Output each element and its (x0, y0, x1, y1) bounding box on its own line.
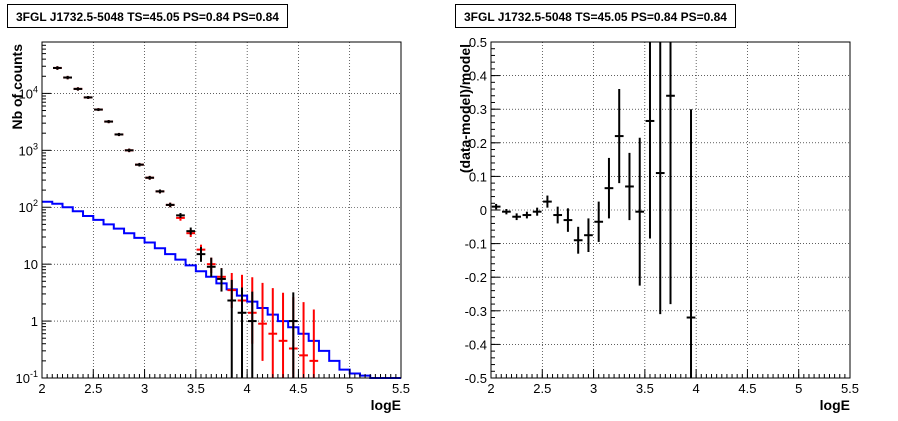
x-tick-label: 3.5 (636, 381, 654, 396)
y-tick-label: 10 (24, 257, 38, 272)
right-chart-title: 3FGL J1732.5-5048 TS=45.05 PS=0.84 PS=0.… (455, 4, 736, 28)
left-grid (42, 42, 401, 378)
x-tick-label: 4 (244, 381, 251, 396)
y-tick-label: -0.3 (465, 304, 487, 319)
y-tick-label: 0.3 (469, 102, 487, 117)
left-y-axis-label: Nb of counts (9, 44, 25, 130)
x-tick-label: 5 (795, 381, 802, 396)
y-tick-label: 0.2 (469, 136, 487, 151)
y-tick-label: 0 (480, 203, 487, 218)
left-chart-title: 3FGL J1732.5-5048 TS=45.05 PS=0.84 PS=0.… (7, 4, 288, 28)
right-chart-panel: 2 2.5 3 3.5 4 4.5 5 5.5 -0.5 -0.4 -0.3 -0.2 -0.1 0 0.1… (457, 35, 859, 413)
y-tick-label: 103 (19, 141, 38, 158)
x-tick-label: 4.5 (289, 381, 307, 396)
y-tick-label: -0.5 (465, 371, 487, 386)
x-tick-label: 4.5 (738, 381, 756, 396)
model-step-line (42, 200, 401, 379)
x-tick-label: 5 (346, 381, 353, 396)
x-tick-label: 2 (38, 381, 45, 396)
y-tick-label: 0.5 (469, 35, 487, 50)
left-ticks: 2 2.5 3 3.5 4 4.5 5 5.5 10-1 1 10 102 103 104 (16, 41, 410, 396)
y-tick-label: -0.1 (465, 237, 487, 252)
y-tick-label: 10-1 (16, 369, 38, 386)
x-tick-label: 3 (141, 381, 148, 396)
y-tick-label: -0.4 (465, 337, 487, 352)
x-tick-label: 4 (693, 381, 700, 396)
right-data (491, 42, 696, 378)
right-grid (491, 42, 850, 378)
y-tick-label: -0.2 (465, 270, 487, 285)
y-tick-label: 102 (19, 198, 38, 215)
left-chart-panel: 2 2.5 3 3.5 4 4.5 5 5.5 10-1 1 10 102 103 104 logE Nb… (9, 41, 410, 413)
y-tick-label: 0.4 (469, 69, 487, 84)
x-tick-label: 5.5 (841, 381, 859, 396)
x-tick-label: 2.5 (533, 381, 551, 396)
y-tick-label: 104 (19, 84, 38, 101)
left-data (42, 66, 401, 379)
x-tick-label: 3.5 (187, 381, 205, 396)
right-ticks: 2 2.5 3 3.5 4 4.5 5 5.5 -0.5 -0.4 -0.3 -0.2 -0.1 0 0.1… (465, 35, 859, 396)
right-y-axis-label: (data-model)/model (457, 44, 473, 173)
right-x-axis-label: logE (820, 397, 850, 413)
left-x-axis-label: logE (371, 397, 401, 413)
x-tick-label: 3 (590, 381, 597, 396)
y-tick-label: 1 (31, 314, 38, 329)
x-tick-label: 5.5 (392, 381, 410, 396)
y-tick-label: 0.1 (469, 169, 487, 184)
x-tick-label: 2 (487, 381, 494, 396)
left-plot-frame (41, 41, 402, 379)
x-tick-label: 2.5 (84, 381, 102, 396)
